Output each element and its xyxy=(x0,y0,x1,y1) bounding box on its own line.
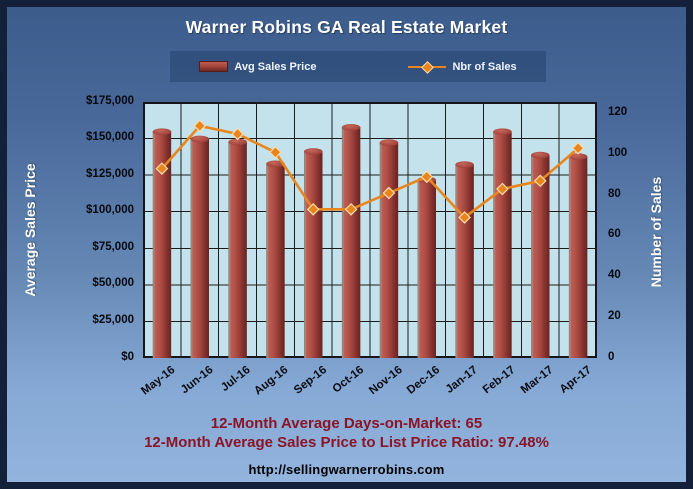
y-axis-left-title: Average Sales Price xyxy=(22,163,38,297)
sales-line xyxy=(160,124,580,219)
right-tick-label: 120 xyxy=(608,106,628,119)
bar-Oct-16 xyxy=(341,126,361,358)
line-marker-Aug-16 xyxy=(269,145,282,159)
bar-cap-Oct-16 xyxy=(341,123,361,131)
legend-label-nbr-of-sales: Nbr of Sales xyxy=(452,60,517,73)
left-tick-label: $100,000 xyxy=(86,204,134,217)
line-marker-Jun-16 xyxy=(193,119,207,133)
bar-cap-Nov-16 xyxy=(379,139,399,147)
bar-Jan-17 xyxy=(455,164,474,358)
legend: Avg Sales Price Nbr of Sales xyxy=(170,51,546,82)
right-tick-label: 60 xyxy=(608,228,621,241)
left-tick-label: $150,000 xyxy=(86,131,134,144)
x-tick-label: Mar-17 xyxy=(519,364,556,397)
bar-Aug-16 xyxy=(266,163,285,358)
footer-price-ratio: 12-Month Average Sales Price to List Pri… xyxy=(144,434,549,451)
line-marker-Jan-17 xyxy=(458,211,471,224)
bar-cap-Jun-16 xyxy=(190,135,209,143)
website-url: http://sellingwarnerrobins.com xyxy=(248,462,445,477)
plot-area xyxy=(143,102,597,358)
right-tick-label: 80 xyxy=(608,187,621,200)
x-tick-label: Apr-17 xyxy=(557,364,594,396)
line-marker-May-16 xyxy=(155,162,169,175)
bar-Feb-17 xyxy=(493,131,512,358)
x-tick-label: May-16 xyxy=(139,364,178,398)
line-marker-Jul-16 xyxy=(231,127,244,141)
bar-cap-Jul-16 xyxy=(228,138,247,146)
left-tick-label: $0 xyxy=(121,350,134,363)
x-tick-label: Jan-17 xyxy=(443,364,480,396)
bar-swatch-icon xyxy=(199,61,229,72)
x-tick-label: Sep-16 xyxy=(291,364,329,397)
legend-label-avg-sales-price: Avg Sales Price xyxy=(234,60,317,73)
bar-cap-Feb-17 xyxy=(493,128,512,136)
legend-item-avg-sales-price: Avg Sales Price xyxy=(199,61,316,73)
x-tick-label: Feb-17 xyxy=(481,364,518,397)
line-marker-Apr-17 xyxy=(571,141,585,155)
left-tick-label: $75,000 xyxy=(92,240,134,253)
right-tick-label: 0 xyxy=(608,350,615,363)
right-tick-label: 100 xyxy=(608,146,628,159)
line-marker-Sep-16 xyxy=(306,202,320,216)
bar-Nov-16 xyxy=(379,142,399,358)
line-marker-Oct-16 xyxy=(344,202,358,216)
y-axis-right-title: Number of Sales xyxy=(648,176,664,288)
legend-item-nbr-of-sales: Nbr of Sales xyxy=(408,60,517,74)
bar-Jul-16 xyxy=(228,141,247,358)
bar-Jun-16 xyxy=(190,138,209,358)
line-marker-Feb-17 xyxy=(496,182,509,196)
chart-title: Warner Robins GA Real Estate Market xyxy=(185,17,508,37)
line-marker-Mar-17 xyxy=(533,174,547,188)
x-tick-label: Aug-16 xyxy=(252,364,291,398)
line-swatch-icon xyxy=(408,60,447,74)
left-tick-label: $25,000 xyxy=(92,313,134,326)
bar-cap-Aug-16 xyxy=(266,160,285,168)
bar-Sep-16 xyxy=(304,151,323,358)
bar-May-16 xyxy=(152,131,172,358)
bar-cap-Jan-17 xyxy=(455,161,474,169)
right-tick-label: 20 xyxy=(608,309,621,322)
x-tick-label: Oct-16 xyxy=(330,364,367,396)
bar-Apr-17 xyxy=(568,156,588,358)
right-tick-label: 40 xyxy=(608,269,621,282)
left-tick-label: $125,000 xyxy=(86,167,134,180)
x-tick-label: Jul-16 xyxy=(219,364,253,394)
bar-cap-May-16 xyxy=(152,128,172,136)
x-tick-label: Nov-16 xyxy=(366,364,405,398)
left-tick-label: $50,000 xyxy=(92,277,134,290)
left-tick-label: $175,000 xyxy=(86,94,134,107)
bar-Dec-16 xyxy=(417,179,436,358)
line-marker-Dec-16 xyxy=(420,170,434,184)
bar-cap-Mar-17 xyxy=(531,151,550,159)
x-tick-label: Jun-16 xyxy=(178,364,216,397)
footer-days-on-market: 12-Month Average Days-on-Market: 65 xyxy=(210,415,483,432)
bar-cap-Sep-16 xyxy=(304,148,323,155)
bar-Mar-17 xyxy=(531,154,550,358)
line-marker-Nov-16 xyxy=(382,186,396,200)
bar-cap-Apr-17 xyxy=(568,153,588,160)
x-tick-label: Dec-16 xyxy=(405,364,443,397)
